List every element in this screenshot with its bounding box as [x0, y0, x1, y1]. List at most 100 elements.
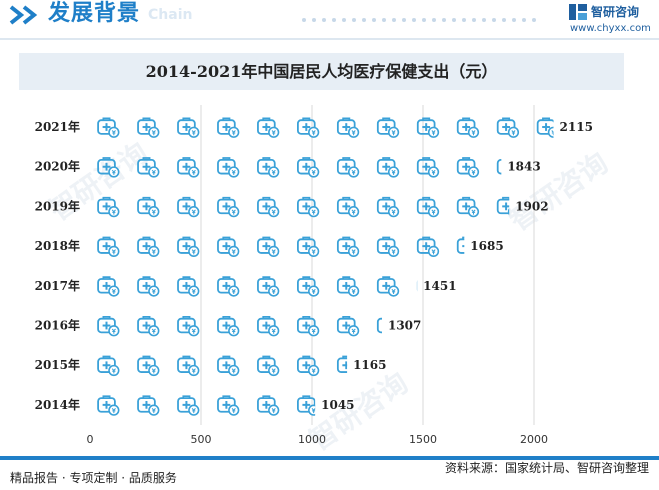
- bar: [97, 355, 348, 377]
- page-header: 发展背景 Chain 智研咨询 www.chyxx.com: [0, 0, 659, 42]
- medical-kit-icon: [376, 276, 400, 297]
- medical-kit-icon: [376, 157, 400, 178]
- header-divider: [0, 38, 659, 40]
- bar: [97, 196, 510, 218]
- medical-kit-icon: [216, 196, 240, 218]
- medical-kit-icon: [177, 315, 200, 337]
- category-label: 2018年: [35, 238, 80, 253]
- decorative-dots: [302, 18, 536, 22]
- medical-kit-icon: [296, 395, 316, 417]
- category-label: 2014年: [35, 397, 80, 412]
- chart-title-band: 2014-2021年中国居民人均医疗保健支出（元）: [19, 53, 624, 90]
- category-label: 2020年: [35, 159, 80, 174]
- medical-kit-icon: [256, 196, 280, 218]
- medical-kit-icon: [456, 196, 480, 218]
- medical-kit-icon: [296, 117, 320, 139]
- medical-kit-icon: [416, 157, 440, 178]
- medical-kit-icon: [137, 315, 160, 337]
- bar: [97, 315, 382, 337]
- medical-kit-icon: [336, 315, 360, 337]
- medical-kit-icon: [216, 157, 240, 178]
- medical-kit-icon: [177, 117, 200, 139]
- medical-kit-icon: [296, 157, 320, 178]
- medical-kit-icon: [97, 355, 120, 377]
- data-label: 1307: [388, 319, 421, 333]
- medical-kit-icon: [256, 157, 280, 178]
- x-tick-label: 1000: [298, 433, 326, 446]
- category-label: 2017年: [35, 278, 80, 293]
- medical-kit-icon: [256, 355, 280, 377]
- medical-kit-icon: [97, 276, 120, 297]
- medical-kit-icon: [296, 196, 320, 218]
- company-url: www.chyxx.com: [570, 23, 651, 34]
- data-label: 1902: [515, 199, 548, 213]
- data-label: 1165: [353, 358, 386, 372]
- medical-kit-icon: [536, 117, 554, 139]
- medical-kit-icon: [177, 157, 200, 178]
- medical-kit-icon: [216, 395, 240, 417]
- company-logo-icon: [569, 4, 587, 20]
- medical-kit-icon: [137, 236, 160, 258]
- double-chevron-icon: [9, 5, 38, 25]
- medical-kit-icon: [216, 355, 240, 377]
- category-label: 2016年: [35, 318, 80, 333]
- medical-kit-icon: [296, 276, 320, 297]
- data-label: 1843: [507, 160, 540, 174]
- x-tick-label: 500: [191, 433, 212, 446]
- data-label: 1451: [423, 279, 456, 293]
- category-label: 2019年: [35, 198, 80, 213]
- medical-kit-icon: [97, 315, 120, 337]
- x-tick-label: 0: [87, 433, 94, 446]
- medical-kit-icon: [336, 196, 360, 218]
- medical-kit-icon: [256, 117, 280, 139]
- data-source: 资料来源：国家统计局、智研咨询整理: [444, 461, 649, 475]
- medical-kit-icon: [496, 117, 520, 139]
- medical-kit-icon: [376, 236, 400, 258]
- medical-kit-icon: [97, 236, 120, 258]
- medical-kit-icon: [137, 276, 160, 297]
- medical-kit-icon: [456, 117, 480, 139]
- medical-kit-icon: [137, 355, 160, 377]
- medical-kit-icon: [416, 196, 440, 218]
- company-name: 智研咨询: [591, 5, 640, 19]
- medical-kit-icon: [216, 315, 240, 337]
- bar: [97, 276, 418, 297]
- section-title: 发展背景: [48, 1, 141, 26]
- bar: [97, 395, 316, 417]
- category-label: 2015年: [35, 357, 80, 372]
- medical-kit-icon: [336, 276, 360, 297]
- medical-kit-icon: [177, 355, 200, 377]
- medical-kit-icon: [336, 117, 360, 139]
- footer-divider: [0, 456, 659, 460]
- medical-kit-icon: [296, 355, 320, 377]
- bar: [97, 236, 465, 258]
- x-tick-label: 2000: [520, 433, 548, 446]
- medical-kit-icon: [137, 395, 160, 417]
- footer-slogan: 精品报告 · 专项定制 · 品质服务: [10, 471, 177, 485]
- medical-kit-icon: [376, 196, 400, 218]
- medical-kit-icon: [336, 157, 360, 178]
- bar: [97, 117, 554, 139]
- medical-kit-icon: [456, 157, 480, 178]
- section-ghost-text: Chain: [148, 7, 193, 23]
- medical-kit-icon: [256, 315, 280, 337]
- medical-kit-icon: [177, 395, 200, 417]
- medical-kit-icon: [216, 236, 240, 258]
- medical-kit-icon: [416, 236, 440, 258]
- category-label: 2021年: [35, 119, 80, 134]
- medical-kit-icon: [216, 117, 240, 139]
- medical-kit-icon: [177, 276, 200, 297]
- x-tick-label: 1500: [409, 433, 437, 446]
- medical-kit-icon: [416, 117, 440, 139]
- medical-kit-icon: [97, 117, 120, 139]
- page-footer: 精品报告 · 专项定制 · 品质服务 资料来源：国家统计局、智研咨询整理: [0, 456, 659, 490]
- medical-kit-icon: [177, 196, 200, 218]
- data-label: 1685: [470, 239, 503, 253]
- medical-kit-icon: [216, 276, 240, 297]
- data-label: 2115: [560, 120, 593, 134]
- medical-kit-icon: [256, 236, 280, 258]
- pictograph-bar-chart: 2021年 2115 2020年 1843 2019年 1902 2018年 1685 2017…: [35, 105, 593, 446]
- chart-title: 2014-2021年中国居民人均医疗保健支出（元）: [145, 62, 498, 81]
- medical-kit-icon: [137, 196, 160, 218]
- medical-kit-icon: [296, 315, 320, 337]
